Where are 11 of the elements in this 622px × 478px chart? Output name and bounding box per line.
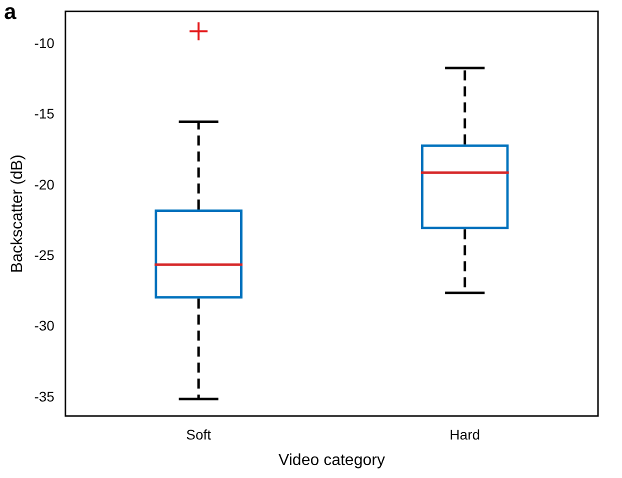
text: a xyxy=(4,0,17,24)
y-tick-label: -30 xyxy=(34,318,55,334)
y-tick-label: -10 xyxy=(34,34,55,51)
x-tick-label: Soft xyxy=(186,426,212,442)
x-axis-title: Video category xyxy=(278,452,385,469)
y-tick-label: -35 xyxy=(34,388,55,404)
y-axis-title: Backscatter (dB) xyxy=(9,154,26,273)
y-tick-label: -15 xyxy=(34,106,55,122)
x-tick-label: Hard xyxy=(450,426,480,442)
y-tick-label: -20 xyxy=(34,176,55,192)
y-tick-label: -25 xyxy=(34,247,55,263)
